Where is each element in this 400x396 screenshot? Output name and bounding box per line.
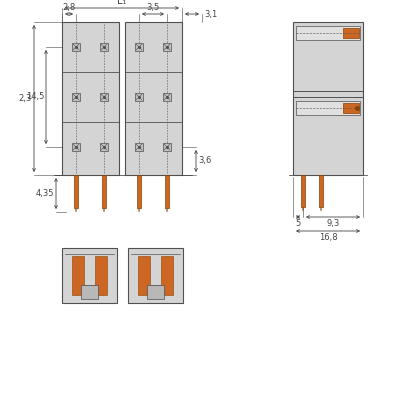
Bar [62,248,117,303]
Bar [128,248,183,303]
Bar [147,285,164,299]
Text: 3,5: 3,5 [146,3,160,12]
Bar [301,175,305,207]
Bar [95,256,107,295]
Bar [125,22,182,175]
Text: 9,3: 9,3 [326,219,340,228]
Bar [135,93,143,101]
Text: 2,8: 2,8 [62,3,76,12]
Bar [343,28,359,38]
Bar [135,43,143,51]
Bar [319,175,323,207]
Text: 4,35: 4,35 [36,189,54,198]
Bar [81,285,98,299]
Bar [100,93,108,101]
Bar [135,143,143,151]
Bar [296,26,360,40]
Bar [72,256,84,295]
Bar [138,256,150,295]
Text: 2,3: 2,3 [19,94,32,103]
Bar [161,256,173,295]
Text: 3,6: 3,6 [198,156,211,166]
Bar [100,143,108,151]
Text: 5: 5 [295,219,301,228]
Bar [165,175,169,208]
Bar [72,43,80,51]
Text: 16,8: 16,8 [319,233,337,242]
Bar [163,43,171,51]
Text: 3,1: 3,1 [204,10,217,19]
Bar [72,93,80,101]
Bar [102,175,106,208]
Bar [74,175,78,208]
Bar [163,143,171,151]
Bar [137,175,141,208]
Bar [72,143,80,151]
Text: L₁: L₁ [117,0,127,6]
Bar [62,22,119,175]
Text: 14,5: 14,5 [26,93,44,101]
Bar [293,22,363,175]
Bar [100,43,108,51]
Bar [343,103,359,113]
Bar [296,101,360,115]
Bar [163,93,171,101]
